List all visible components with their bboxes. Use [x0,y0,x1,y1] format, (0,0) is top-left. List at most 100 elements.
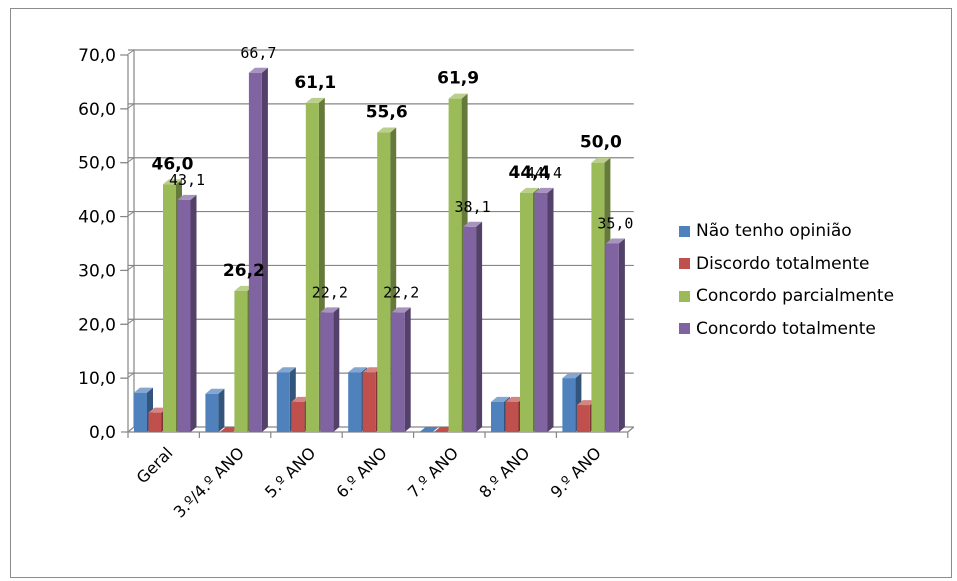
bar-front [163,184,176,432]
floor-edge [127,426,135,433]
data-label: 44,4 [509,163,551,183]
bar-top [391,307,411,313]
bar-top [234,285,254,291]
bar-front [520,192,533,432]
y-tick-label: 40,0 [78,208,116,228]
bar [205,388,225,432]
bar-front [562,378,576,432]
bar-front [491,401,504,432]
category-label: 3.º/4.º ANO [170,443,248,521]
category-label: 5.º ANO [261,443,319,501]
y-tick-label: 10,0 [78,369,116,389]
bar-front [205,393,219,432]
bar-front [320,312,334,432]
bar-top [305,97,325,103]
category-label: Geral [133,443,177,487]
data-label: 50,0 [580,133,622,153]
bar-top [348,367,368,373]
bar-front [305,102,319,432]
bar-front [148,412,162,432]
bar-top [177,194,197,200]
bar-top [591,157,611,163]
bar-top [448,93,468,99]
bar-side [261,67,268,432]
data-label: 44,4 [526,164,562,182]
bar-top [491,396,510,402]
legend-label: Concordo totalmente [696,318,876,339]
bar-front [276,372,290,432]
bar-top [520,187,539,193]
bar-top [276,367,296,373]
bar-side [190,194,197,432]
data-label: 38,1 [455,198,491,216]
bar-front [463,226,477,432]
bar-side [547,187,554,432]
bar-top [205,388,225,394]
legend: Não tenho opinião Discordo totalmente Conc… [679,215,894,345]
bar [463,221,483,432]
bar-side [618,238,625,432]
bar [219,427,239,432]
bar-side [476,221,483,432]
data-label: 61,9 [437,69,479,89]
legend-swatch [679,323,690,335]
bar-front [448,98,462,433]
bar [605,238,625,432]
data-label: 35,0 [597,215,633,233]
bar [248,67,268,432]
data-label: 26,2 [223,261,265,281]
legend-label: Não tenho opinião [696,221,852,242]
bar-front [605,243,619,432]
data-label: 43,1 [169,171,205,189]
category-label: 7.º ANO [404,443,462,501]
bar-front [591,162,605,432]
legend-item: Concordo totalmente [679,313,894,346]
legend-swatch [679,258,690,270]
bar-top [576,400,596,406]
data-label: 46,0 [152,154,194,174]
bar-top [505,396,525,402]
bar-top [463,221,483,227]
bar-front [534,192,548,432]
category-label: 6.º ANO [332,443,390,501]
bar-top [163,179,182,185]
bar-zero [434,427,454,432]
legend-swatch [679,225,690,237]
gridline-depth [126,49,135,56]
bar-front [391,312,405,432]
y-tick-label: 0,0 [89,423,116,443]
y-tick-label: 60,0 [78,100,116,120]
bar-top [291,396,311,402]
bar-front [234,290,248,432]
bar-top [562,373,582,379]
legend-item: Concordo parcialmente [679,280,894,313]
legend-item: Não tenho opinião [679,215,894,248]
chart-frame: 0,0 10,0 20,0 30,0 40,0 50,0 60,0 70,0 Geral 3.º/… [10,8,952,578]
bar-front [348,372,362,432]
bar [534,187,554,432]
y-tick-label: 20,0 [78,315,116,335]
data-label: 61,1 [294,73,336,93]
y-tick-label: 30,0 [78,261,116,281]
bar-side [404,307,411,432]
legend-label: Discordo totalmente [696,253,870,274]
bar-top [362,367,382,373]
data-label: 66,7 [240,44,276,62]
bar-top [148,407,168,413]
bar [320,307,340,432]
bar-top [248,67,268,73]
legend-swatch [679,290,690,302]
bar [419,427,439,432]
category-label: 8.º ANO [475,443,533,501]
bar [434,427,454,432]
floor-right-edge [627,426,635,433]
category-label: 9.º ANO [547,443,605,501]
bar-front [291,401,305,432]
bar-chart: 0,0 10,0 20,0 30,0 40,0 50,0 60,0 70,0 Geral3.º/… [78,44,635,522]
bar-side [218,388,225,432]
bar-front [362,372,376,432]
bar-front [505,401,519,432]
y-tick-label: 50,0 [78,154,116,174]
bar-top [534,187,554,193]
legend-item: Discordo totalmente [679,248,894,281]
